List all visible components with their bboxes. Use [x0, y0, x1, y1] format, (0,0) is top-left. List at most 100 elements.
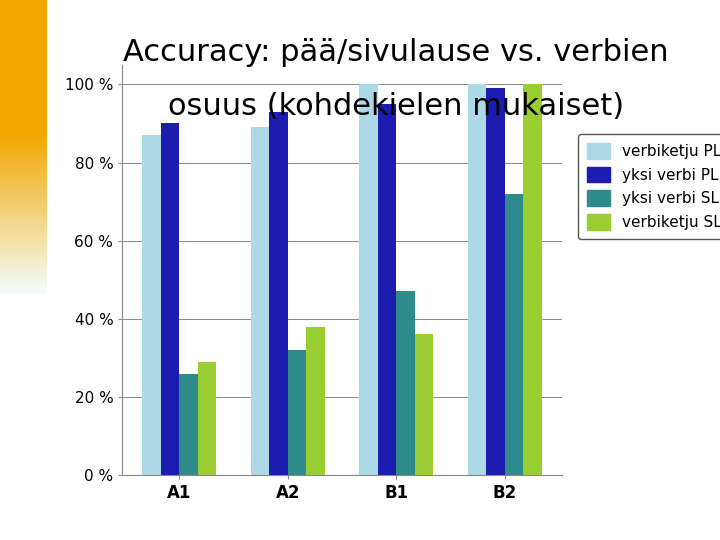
Bar	[0, 216, 47, 219]
Bar	[0, 151, 47, 154]
Bar	[0, 378, 47, 381]
Bar	[0, 486, 47, 489]
Bar	[0, 143, 47, 146]
Bar	[0, 267, 47, 270]
Bar	[0, 427, 47, 429]
Bar	[0, 51, 47, 54]
Bar	[0, 418, 47, 421]
Bar	[0, 65, 47, 68]
Bar	[0, 246, 47, 248]
Bar	[0, 459, 47, 462]
Bar	[0, 57, 47, 59]
Bar	[0, 351, 47, 354]
Bar	[0, 221, 47, 224]
Bar	[0, 14, 47, 16]
Bar	[0, 281, 47, 284]
Bar	[0, 248, 47, 251]
Bar	[0, 140, 47, 143]
Bar	[0, 532, 47, 535]
Bar	[0, 354, 47, 356]
Bar	[0, 518, 47, 521]
Bar	[0, 421, 47, 424]
Bar	[468, 84, 486, 475]
Bar	[0, 197, 47, 200]
Bar	[0, 227, 47, 229]
Bar	[0, 343, 47, 346]
Bar	[0, 478, 47, 481]
Legend: verbiketju PL, yksi verbi PL, yksi verbi SL, verbiketju SL: verbiketju PL, yksi verbi PL, yksi verbi…	[578, 134, 720, 239]
Bar	[0, 367, 47, 370]
Bar	[0, 451, 47, 454]
Bar	[0, 429, 47, 432]
Bar	[0, 405, 47, 408]
Bar	[0, 500, 47, 502]
Bar	[0, 292, 47, 294]
Bar	[0, 284, 47, 286]
Bar	[0, 43, 47, 46]
Bar	[0, 81, 47, 84]
Bar	[0, 76, 47, 78]
Bar	[0, 200, 47, 202]
Bar	[0, 305, 47, 308]
Bar	[0, 262, 47, 265]
Bar	[0, 122, 47, 124]
Bar	[0, 470, 47, 472]
Bar	[0, 159, 47, 162]
Bar	[0, 130, 47, 132]
Bar	[0, 254, 47, 256]
Bar	[0, 124, 47, 127]
Bar	[251, 127, 269, 475]
Bar	[0, 138, 47, 140]
Bar	[0, 435, 47, 437]
Bar	[0, 184, 47, 186]
Bar	[0, 205, 47, 208]
Bar	[0, 408, 47, 410]
Bar	[0, 410, 47, 413]
Bar	[0, 178, 47, 181]
Bar	[0, 316, 47, 319]
Bar	[161, 124, 179, 475]
Bar	[0, 416, 47, 418]
Bar	[0, 132, 47, 135]
Bar	[0, 208, 47, 211]
Bar	[0, 537, 47, 540]
Bar	[0, 413, 47, 416]
Bar	[0, 278, 47, 281]
Bar	[415, 334, 433, 475]
Bar	[0, 86, 47, 89]
Bar	[0, 338, 47, 340]
Bar	[0, 73, 47, 76]
Bar	[0, 189, 47, 192]
Bar	[0, 105, 47, 108]
Bar	[0, 356, 47, 359]
Bar	[0, 510, 47, 513]
Bar	[0, 170, 47, 173]
Bar	[0, 62, 47, 65]
Bar	[0, 224, 47, 227]
Bar	[0, 294, 47, 297]
Bar	[0, 186, 47, 189]
Bar	[0, 327, 47, 329]
Bar	[0, 297, 47, 300]
Bar	[0, 273, 47, 275]
Bar	[0, 535, 47, 537]
Bar	[0, 108, 47, 111]
Bar	[0, 211, 47, 213]
Bar	[0, 89, 47, 92]
Bar	[0, 100, 47, 103]
Bar	[198, 362, 216, 475]
Bar	[0, 348, 47, 351]
Bar	[0, 154, 47, 157]
Bar	[0, 513, 47, 516]
Bar	[0, 310, 47, 313]
Bar	[0, 381, 47, 383]
Bar	[0, 194, 47, 197]
Bar	[0, 289, 47, 292]
Bar	[0, 467, 47, 470]
Bar	[0, 116, 47, 119]
Bar	[0, 335, 47, 338]
Bar	[0, 346, 47, 348]
Bar	[0, 302, 47, 305]
Bar	[269, 112, 288, 475]
Bar	[0, 275, 47, 278]
